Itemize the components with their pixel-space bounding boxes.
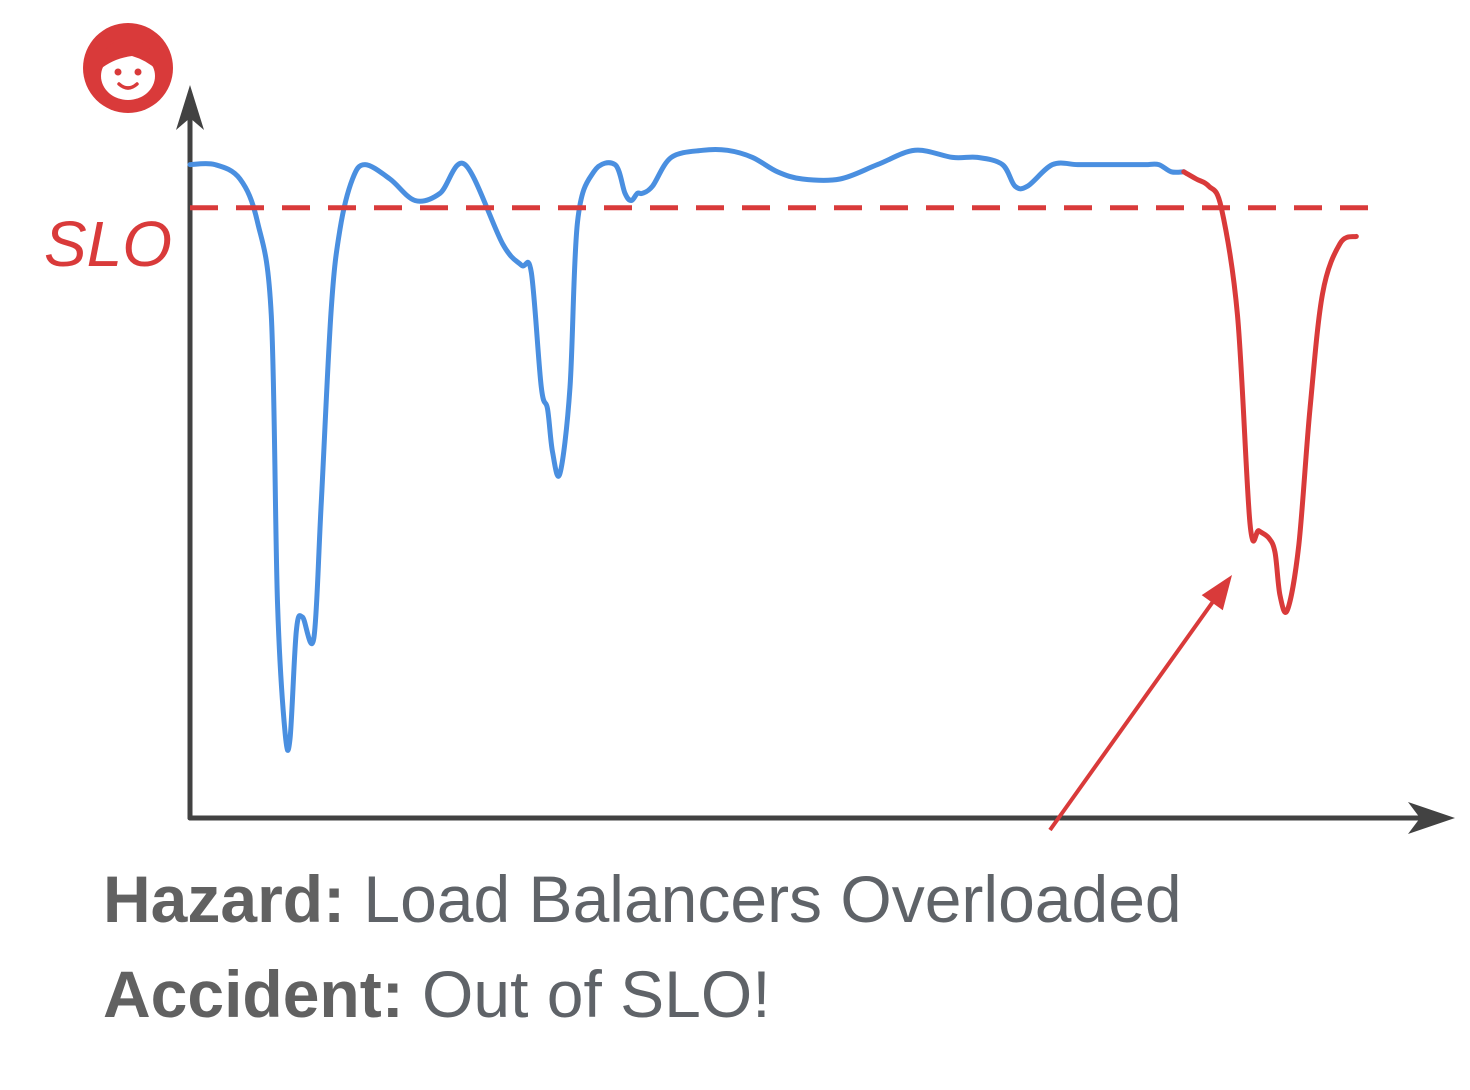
- annotation-arrow: [1048, 575, 1232, 832]
- series-layer: [187, 146, 1359, 753]
- y-axis-arrowhead: [176, 85, 204, 130]
- accident-label: Accident:: [103, 957, 404, 1031]
- accident-text: Out of SLO!: [403, 957, 771, 1031]
- x-axis-arrowhead: [1408, 802, 1455, 834]
- series-line-within-slo: [187, 146, 1187, 753]
- user-face-icon: [83, 23, 173, 113]
- hazard-label: Hazard:: [103, 862, 346, 936]
- annotation-arrow-head: [1201, 575, 1232, 611]
- series-line-out-of-slo: [1181, 169, 1359, 615]
- accident-caption: Accident: Out of SLO!: [103, 961, 771, 1027]
- axes: [187, 97, 1443, 821]
- slo-label: SLO: [44, 208, 172, 280]
- annotation-arrow-shaft: [1048, 587, 1224, 832]
- hazard-text: Load Balancers Overloaded: [345, 862, 1182, 936]
- hazard-caption: Hazard: Load Balancers Overloaded: [103, 866, 1182, 932]
